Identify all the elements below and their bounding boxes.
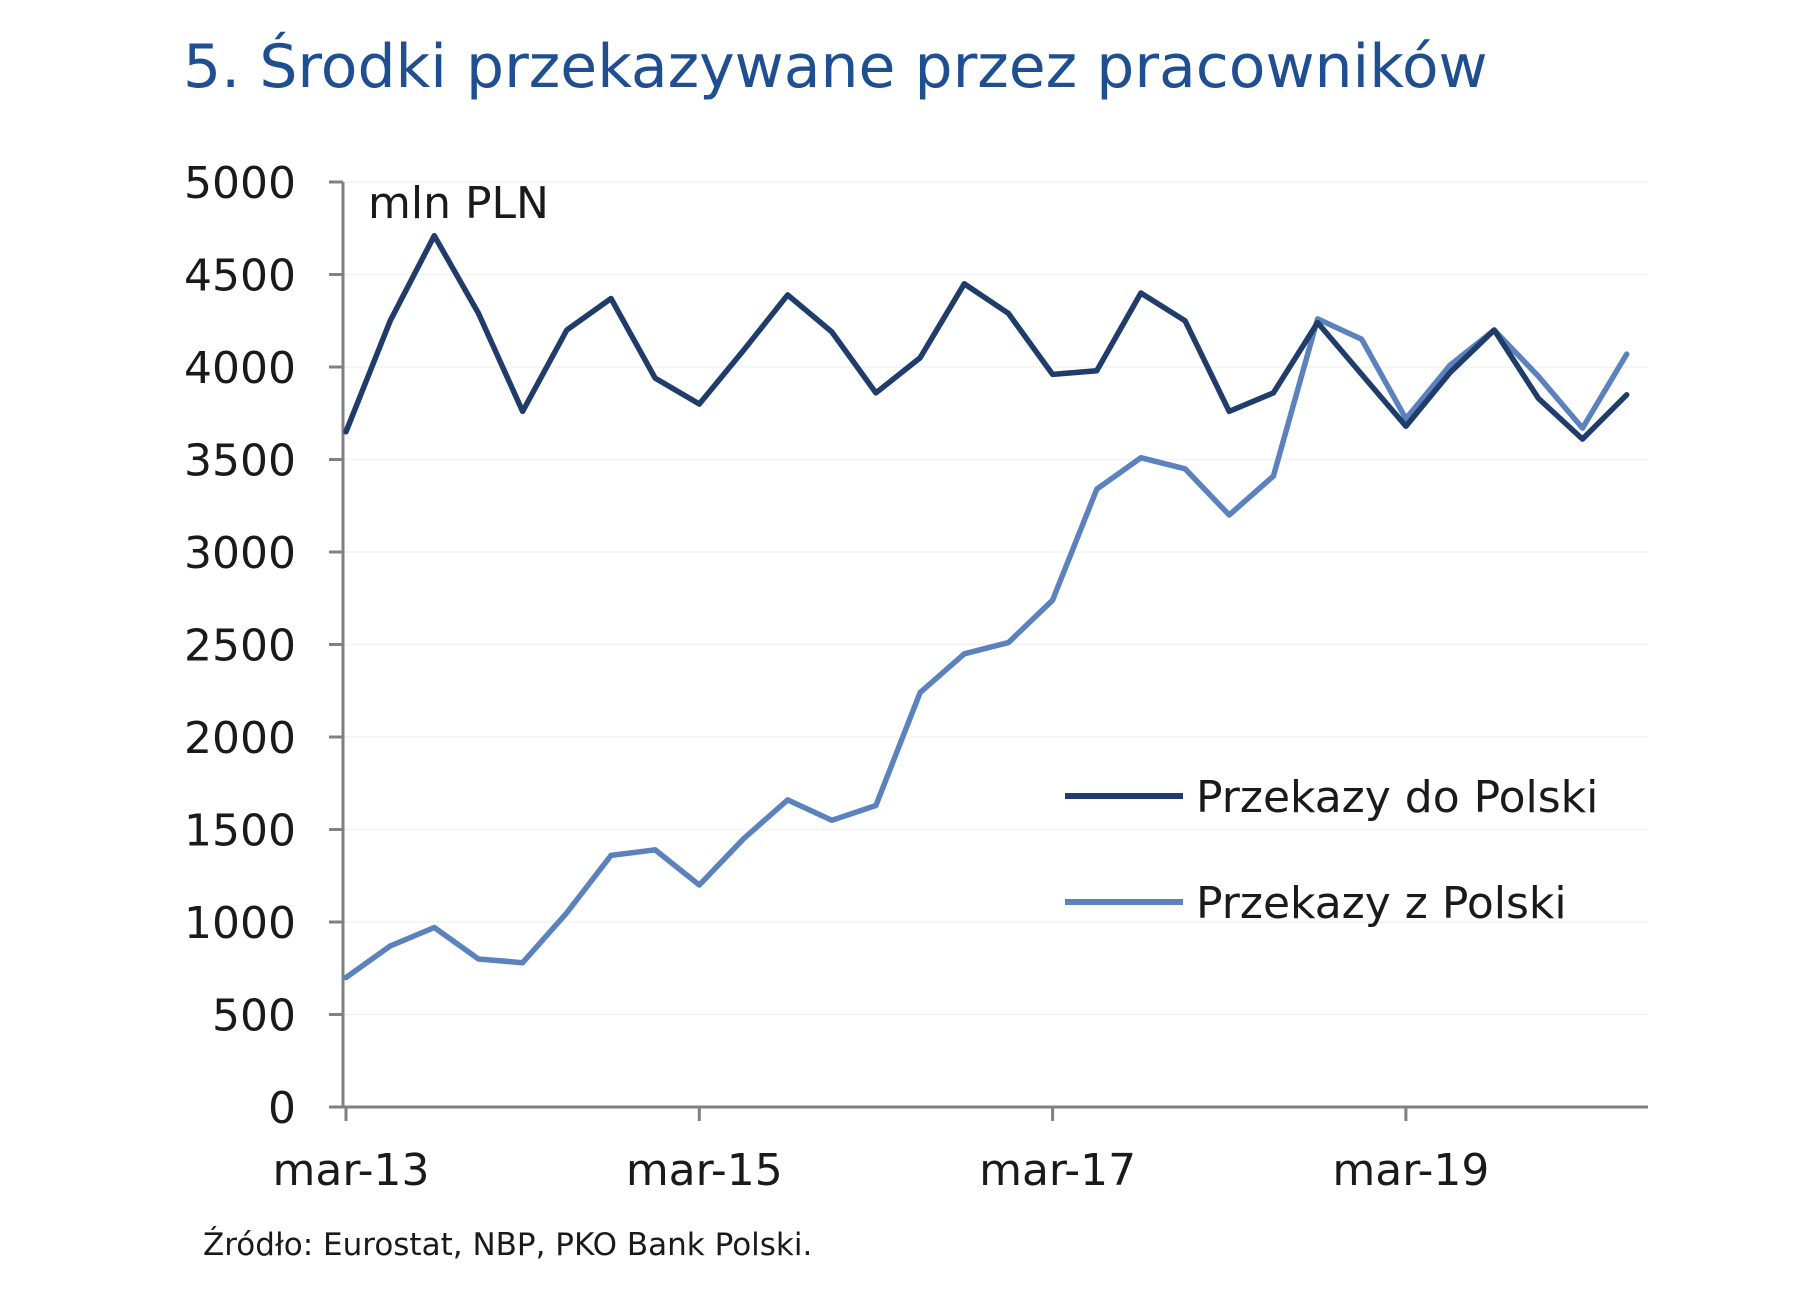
y-tick-label: 500 [212, 991, 296, 1042]
y-tick-label: 3000 [184, 528, 296, 579]
legend: Przekazy do Polski Przekazy z Polski [1065, 772, 1598, 929]
x-tick-label: mar-13 [273, 1145, 430, 1196]
series-line-przekazy-z-polski [343, 316, 1630, 981]
unit-label: mln PLN [368, 178, 549, 229]
y-tick-label: 0 [268, 1083, 296, 1134]
y-tick-label: 5000 [184, 158, 296, 209]
y-tick-label: 2500 [184, 621, 296, 672]
x-tick-label: mar-19 [1332, 1145, 1489, 1196]
y-tick-label: 2000 [184, 713, 296, 764]
chart-title: 5. Środki przekazywane przez pracowników [183, 32, 1488, 102]
source-note: Źródło: Eurostat, NBP, PKO Bank Polski. [203, 1227, 813, 1263]
y-tick-label: 1500 [184, 806, 296, 857]
y-tick-label: 4500 [184, 251, 296, 302]
series-line-przekazy-do-polski [343, 232, 1630, 442]
legend-label-przekazy-z-polski: Przekazy z Polski [1196, 878, 1567, 929]
x-tick-label: mar-17 [979, 1145, 1136, 1196]
legend-label-przekazy-do-polski: Przekazy do Polski [1196, 772, 1598, 823]
x-tick-label: mar-15 [626, 1145, 783, 1196]
series-lines [343, 232, 1630, 981]
axes [329, 180, 1648, 1121]
y-tick-label: 4000 [184, 343, 296, 394]
y-tick-label: 1000 [184, 898, 296, 949]
x-tick-labels: mar-13 mar-15 mar-17 mar-19 [273, 1145, 1490, 1196]
y-tick-label: 3500 [184, 436, 296, 487]
